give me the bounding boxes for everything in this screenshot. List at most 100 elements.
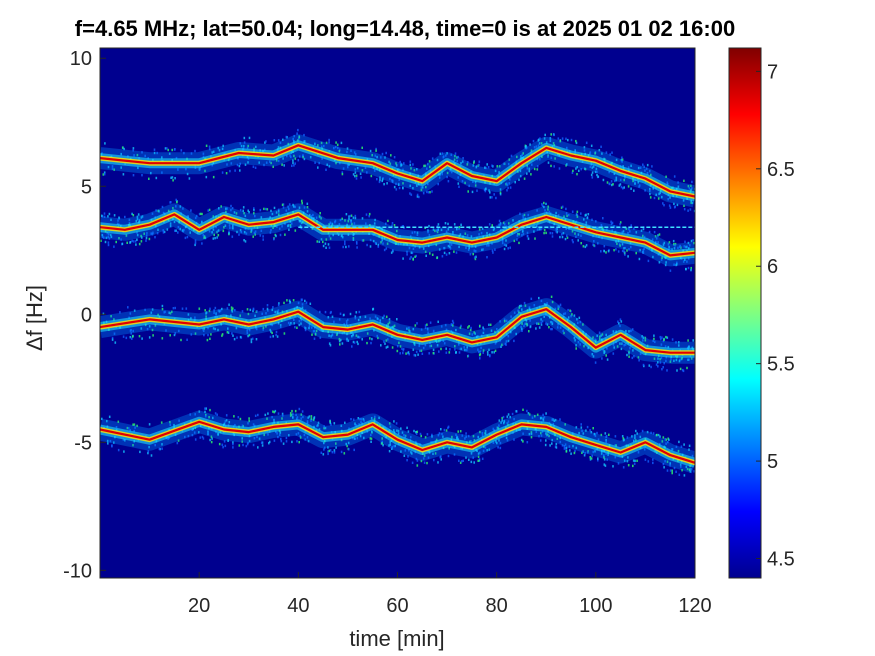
noise-speckle [393, 429, 395, 432]
noise-speckle [262, 238, 264, 241]
noise-speckle [296, 417, 298, 420]
noise-speckle [526, 409, 528, 413]
noise-speckle [627, 456, 629, 459]
noise-speckle [545, 412, 547, 415]
noise-speckle [491, 249, 494, 252]
noise-speckle [655, 237, 658, 240]
noise-speckle [389, 177, 391, 181]
noise-speckle [665, 442, 667, 445]
noise-speckle [244, 214, 247, 218]
noise-speckle [415, 431, 417, 434]
noise-speckle [565, 212, 568, 215]
noise-speckle [605, 440, 607, 443]
noise-speckle [342, 245, 344, 249]
noise-speckle [446, 171, 449, 175]
noise-speckle [175, 198, 177, 202]
noise-speckle [214, 327, 216, 331]
noise-speckle [636, 432, 638, 435]
noise-speckle [550, 156, 553, 159]
noise-speckle [683, 245, 686, 248]
noise-speckle [440, 228, 443, 232]
noise-speckle [530, 149, 533, 152]
noise-speckle [409, 330, 411, 333]
noise-speckle [432, 452, 434, 455]
noise-speckle [391, 222, 394, 225]
noise-speckle [482, 349, 485, 352]
noise-speckle [591, 166, 594, 169]
noise-speckle [540, 228, 542, 231]
noise-speckle [566, 214, 568, 218]
noise-speckle [327, 243, 330, 246]
noise-speckle [187, 434, 190, 438]
noise-speckle [226, 307, 229, 310]
noise-speckle [691, 180, 693, 184]
noise-speckle [591, 353, 594, 356]
noise-speckle [478, 228, 481, 231]
noise-speckle [583, 149, 586, 152]
noise-speckle [612, 352, 615, 355]
noise-speckle [103, 173, 106, 176]
noise-speckle [600, 452, 603, 455]
noise-speckle [121, 146, 124, 149]
noise-speckle [416, 195, 419, 198]
noise-speckle [132, 423, 134, 426]
noise-speckle [268, 442, 270, 445]
noise-speckle [660, 258, 663, 261]
noise-speckle [382, 444, 384, 447]
noise-speckle [619, 244, 621, 247]
noise-speckle [545, 322, 547, 325]
noise-speckle [205, 407, 207, 410]
colorbar-tick-label: 6.5 [767, 159, 795, 181]
noise-speckle [553, 165, 555, 168]
noise-speckle [617, 320, 619, 323]
noise-speckle [498, 223, 500, 226]
noise-speckle [657, 433, 660, 437]
noise-speckle [300, 413, 303, 416]
noise-speckle [574, 232, 576, 235]
noise-speckle [599, 337, 601, 341]
noise-speckle [177, 225, 180, 229]
noise-speckle [632, 349, 634, 352]
noise-speckle [395, 164, 398, 167]
noise-speckle [295, 433, 298, 436]
noise-speckle [241, 440, 243, 443]
noise-speckle [678, 473, 681, 476]
noise-speckle [354, 422, 356, 425]
noise-speckle [494, 330, 496, 334]
noise-speckle [426, 328, 429, 331]
noise-speckle [304, 438, 306, 441]
noise-speckle [131, 239, 133, 243]
noise-speckle [348, 245, 350, 248]
noise-speckle [325, 238, 328, 241]
noise-speckle [490, 329, 493, 332]
noise-speckle [415, 457, 418, 461]
noise-speckle [567, 138, 569, 142]
noise-speckle [201, 220, 203, 224]
noise-speckle [667, 440, 669, 444]
noise-speckle [134, 240, 137, 243]
noise-speckle [411, 461, 414, 464]
noise-speckle [185, 307, 188, 310]
noise-speckle [648, 364, 651, 367]
doppler-trace [100, 308, 695, 354]
noise-speckle [323, 446, 326, 449]
noise-speckle [281, 412, 284, 416]
noise-speckle [547, 155, 549, 158]
noise-speckle [468, 332, 471, 335]
noise-speckle [224, 420, 227, 423]
noise-speckle [280, 439, 283, 443]
noise-speckle [398, 341, 400, 344]
noise-speckle [619, 223, 621, 226]
noise-speckle [530, 431, 533, 434]
noise-speckle [540, 299, 543, 303]
noise-speckle [194, 149, 196, 153]
noise-speckle [328, 141, 330, 144]
noise-speckle [458, 227, 460, 231]
noise-speckle [600, 433, 603, 437]
noise-speckle [383, 314, 385, 318]
noise-speckle [631, 328, 634, 331]
noise-speckle [345, 213, 348, 216]
noise-speckle [140, 327, 143, 330]
noise-speckle [390, 154, 392, 157]
noise-speckle [378, 416, 380, 419]
